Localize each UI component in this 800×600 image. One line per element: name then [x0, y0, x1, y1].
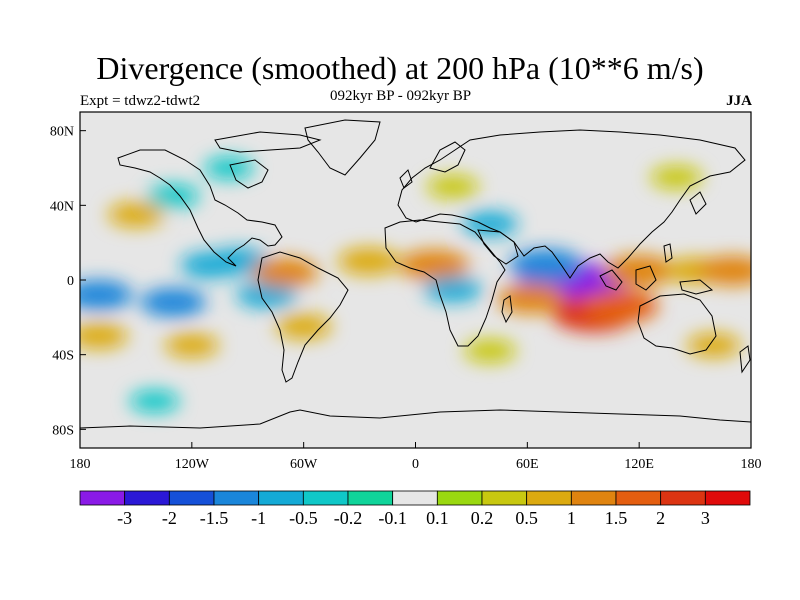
colorbar-label: -1	[251, 508, 266, 528]
coastline-arctic-islands	[214, 131, 322, 153]
field-feature	[508, 249, 583, 282]
colorbar-swatch	[213, 490, 260, 506]
coastline-scandinavia	[429, 141, 466, 173]
field-feature	[275, 314, 332, 340]
x-tick-label: 0	[412, 457, 419, 472]
field-feature	[252, 258, 319, 287]
colorbar-swatch	[258, 490, 304, 506]
colorbar-label: -3	[117, 508, 132, 528]
field-feature	[107, 202, 164, 228]
field-feature	[337, 247, 400, 275]
y-tick-label: 40S	[52, 349, 74, 364]
coastline-greenland	[304, 119, 381, 176]
colorbar-swatch	[302, 490, 349, 506]
coastline-sumatra	[599, 269, 623, 291]
colorbar-label: -0.2	[334, 508, 363, 528]
colorbar-label: -2	[162, 508, 177, 528]
experiment-label: Expt = tdwz2-tdwt2	[80, 93, 201, 109]
colorbar-label: 1	[567, 508, 576, 528]
x-tick-label: 60W	[290, 457, 318, 472]
colorbar-swatch	[124, 490, 170, 506]
colorbar-label: -1.5	[200, 508, 229, 528]
colorbar-label: 1.5	[605, 508, 628, 528]
colorbar-label: -0.1	[378, 508, 407, 528]
y-tick-label: 0	[67, 274, 74, 289]
field-feature	[497, 283, 566, 314]
coastline-north-america	[117, 149, 283, 267]
divergence-field	[80, 156, 751, 413]
coastline-australia	[637, 293, 717, 355]
colorbar-swatch	[392, 490, 438, 506]
field-feature	[164, 333, 219, 358]
field-feature	[698, 255, 751, 286]
coastlines	[80, 119, 751, 429]
colorbar-swatch	[704, 490, 751, 506]
map-axes: 180 120W 60W 0 60E 120E 180 80N 40N 0 40S 80S	[50, 125, 762, 472]
coastline-newguinea	[679, 279, 714, 295]
field-feature	[423, 276, 482, 303]
colorbar-label: 0.2	[471, 508, 494, 528]
field-feature	[603, 255, 676, 287]
colorbar-label: 0.1	[426, 508, 449, 528]
coastline-philippines	[663, 243, 673, 263]
x-tick-label: 180	[741, 457, 762, 472]
coastline-africa	[384, 219, 506, 347]
season-label: JJA	[726, 93, 752, 109]
field-feature	[462, 211, 519, 237]
colorbar-swatch	[660, 490, 706, 506]
y-tick-label: 80S	[52, 423, 74, 438]
field-feature	[399, 249, 470, 281]
coastline-britain	[399, 169, 413, 189]
colorbar-label: -0.5	[289, 508, 318, 528]
coastline-madagascar	[501, 295, 513, 324]
field-feature	[140, 288, 207, 317]
colorbar: -3 -2 -1.5 -1 -0.5 -0.2 -0.1 0.1 0.2 0.5 1 1.5 2 3	[79, 490, 751, 528]
colorbar-swatch	[526, 490, 572, 506]
coastline-arabia	[477, 229, 519, 265]
colorbar-swatch	[168, 490, 215, 506]
colorbar-label: 0.5	[515, 508, 538, 528]
y-tick-label: 80N	[50, 125, 74, 140]
colorbar-label: 2	[656, 508, 665, 528]
x-tick-label: 60E	[516, 457, 539, 472]
coastline-borneo	[635, 265, 657, 291]
colorbar-swatch	[615, 490, 662, 506]
colorbar-swatch	[79, 490, 126, 506]
coastline-new-zealand	[739, 345, 751, 374]
field-feature	[650, 165, 703, 189]
field-feature	[129, 390, 180, 413]
field-feature	[426, 175, 479, 199]
chart-subtitle: 092kyr BP - 092kyr BP	[330, 88, 472, 104]
x-tick-label: 120W	[175, 457, 210, 472]
field-feature	[80, 323, 128, 349]
coastline-eurasia	[397, 129, 746, 279]
colorbar-swatch	[347, 490, 394, 506]
field-feature	[204, 156, 255, 180]
x-tick-label: 120E	[624, 457, 654, 472]
coastline-hudson	[229, 159, 269, 189]
field-feature	[236, 281, 297, 309]
coastline-south-america	[257, 251, 349, 383]
field-feature	[464, 339, 517, 363]
field-feature	[147, 184, 200, 208]
coastline-japan	[689, 191, 707, 215]
field-feature	[686, 333, 741, 358]
coastline-antarctica	[80, 409, 751, 429]
y-tick-label: 40N	[50, 199, 74, 214]
chart-title: Divergence (smoothed) at 200 hPa (10**6 …	[96, 50, 704, 86]
x-tick-label: 180	[70, 457, 91, 472]
colorbar-swatch	[481, 490, 528, 506]
colorbar-label: 3	[701, 508, 710, 528]
colorbar-swatch	[436, 490, 483, 506]
colorbar-swatch	[570, 490, 617, 506]
field-feature	[80, 280, 133, 310]
field-feature	[582, 289, 659, 323]
